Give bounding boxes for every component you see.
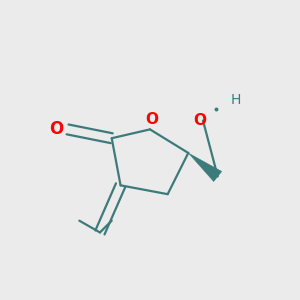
Text: O: O [49,120,63,138]
Polygon shape [188,153,222,182]
Text: H: H [230,93,241,107]
Text: O: O [194,113,207,128]
Text: O: O [145,112,158,127]
